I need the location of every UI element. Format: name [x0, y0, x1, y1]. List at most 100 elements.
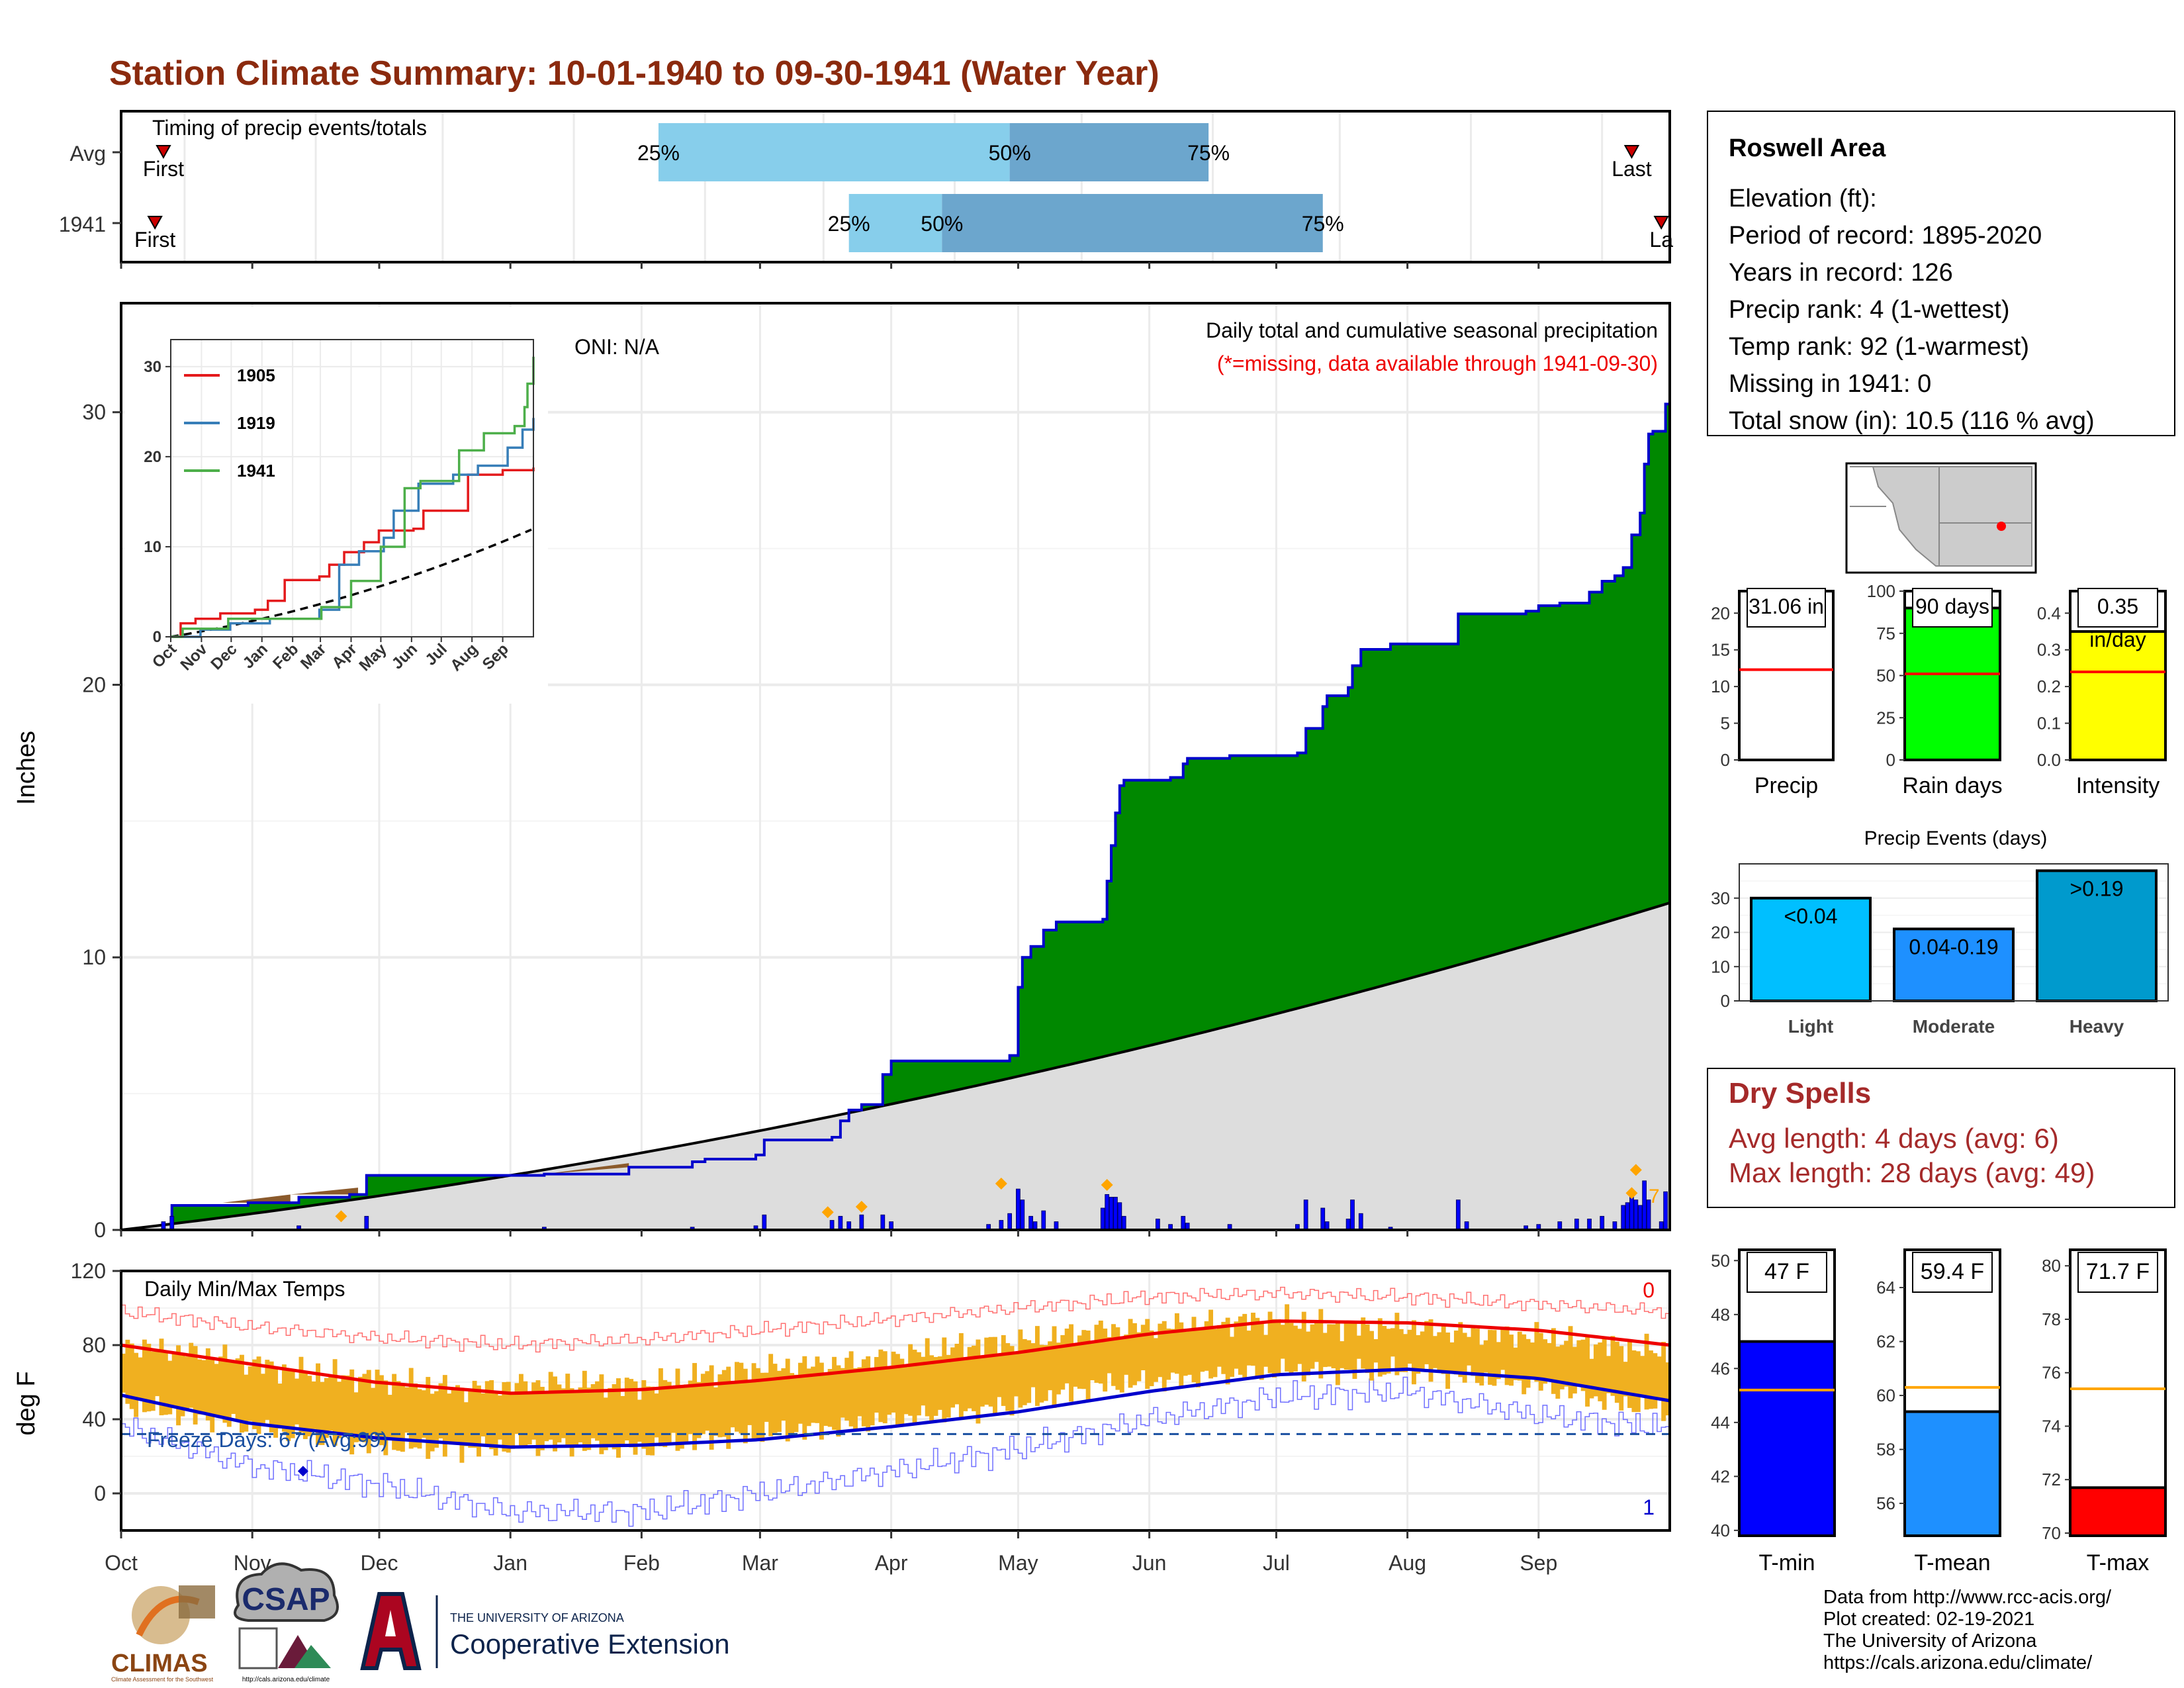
mini-bar-tick-label: 20 [1711, 603, 1730, 623]
daily-temp-bar [1018, 1329, 1023, 1408]
precip-events-chart: Precip Events (days) <0.04 Light 0.04-0.19… [1711, 827, 2169, 1037]
daily-temp-bar [1534, 1322, 1539, 1382]
daily-temp-bar [1649, 1350, 1653, 1409]
avg-max-temp-line [120, 1319, 1670, 1395]
temp-y-tick-label: 120 [71, 1259, 106, 1283]
daily-temp-bar [1204, 1321, 1209, 1371]
daily-temp-bar [624, 1378, 629, 1440]
temp-bar-tick-label: 60 [1876, 1385, 1895, 1405]
mini-bar-tick-label: 0.2 [2037, 677, 2061, 696]
daily-temp-bar [827, 1369, 833, 1427]
daily-precip-bar [1100, 1207, 1105, 1231]
page-title: Station Climate Summary: 10-01-1940 to 0… [109, 54, 1160, 93]
station-line: Total snow (in): 10.5 (116 % avg) [1729, 407, 2095, 435]
temp-bar-tick-label: 78 [2042, 1309, 2061, 1329]
temp-bar-tick-label: 42 [1711, 1466, 1730, 1486]
ua-logo-top: THE UNIVERSITY OF ARIZONA [450, 1611, 624, 1624]
daily-temp-bar [684, 1384, 689, 1445]
timing-row-label-avg: Avg [69, 142, 106, 165]
daily-temp-bar [1462, 1333, 1467, 1383]
freeze-marker [297, 1466, 308, 1477]
temp-bar-value-label: 47 F [1764, 1259, 1809, 1284]
daily-temp-bar [730, 1380, 735, 1428]
daily-temp-bar [163, 1351, 168, 1415]
daily-temp-bar [498, 1395, 502, 1440]
daily-precip-bar [169, 1215, 175, 1231]
temp-y-axis: 0 40 80 120 [71, 1259, 121, 1505]
mini-bar-unit-label: in/day [2089, 628, 2146, 651]
daily-temp-bar [548, 1372, 553, 1440]
daily-temp-bar [1094, 1325, 1099, 1383]
cumulative-precip-line [121, 382, 1671, 1231]
timing-bar-q50-q75 [1009, 123, 1209, 181]
daily-temp-bar [776, 1370, 782, 1432]
daily-temp-bar [535, 1380, 541, 1456]
daily-temp-bar [1390, 1328, 1395, 1357]
mini-bar-value-label: 0.35 [2097, 594, 2138, 618]
inset-series-line-1905 [171, 467, 535, 638]
events-plot: <0.04 Light 0.04-0.19 Moderate >0.19 Heavy 0 10… [1711, 863, 2169, 1037]
daily-temp-bar [392, 1374, 397, 1450]
daily-temp-bar [1483, 1340, 1488, 1373]
credit-line: https://cals.arizona.edu/climate/ [1823, 1652, 2093, 1673]
daily-temp-bar [937, 1356, 942, 1410]
mini-bar-rain-days: 90 days 0 25 50 75 100 Rain days [1867, 581, 2003, 798]
daily-temp-bar [1657, 1356, 1662, 1400]
month-tick-label: Jan [493, 1551, 527, 1575]
daily-temp-bar [1267, 1311, 1273, 1374]
last-event-marker [1623, 145, 1640, 160]
daily-temp-bar [1251, 1313, 1255, 1366]
temp-count-bottom: 1 [1643, 1495, 1655, 1519]
temp-bar-tick-label: 40 [1711, 1521, 1730, 1540]
temp-bar-t-max: 71.7 F 70 72 74 76 78 80 T-max [2042, 1248, 2167, 1575]
daily-temp-bar [908, 1344, 913, 1416]
daily-temp-bar [1208, 1309, 1214, 1379]
daily-temp-bar [1458, 1322, 1463, 1378]
daily-temp-bar [451, 1389, 456, 1444]
daily-temp-bar [205, 1348, 210, 1421]
daily-temp-bar [637, 1399, 642, 1442]
daily-precip-bar [1600, 1215, 1605, 1231]
station-info-box: Roswell Area Elevation (ft): Period of r… [1707, 111, 2175, 436]
daily-temp-bar [1420, 1331, 1425, 1370]
daily-temp-bar [620, 1395, 625, 1444]
month-tick-label: Apr [875, 1551, 908, 1575]
daily-temp-bar [1492, 1330, 1497, 1386]
temp-bar-t-mean: 59.4 F 56 58 60 62 64 T-mean [1876, 1248, 2001, 1575]
events-tick-label: 0 [1721, 991, 1730, 1011]
oni-label: ONI: N/A [574, 335, 660, 359]
timing-bar-q50-q75 [942, 194, 1323, 252]
station-line: Temp rank: 92 (1-warmest) [1729, 333, 2029, 361]
credit-line: Data from http://www.rcc-acis.org/ [1823, 1587, 2112, 1608]
temp-bar-tick-label: 58 [1876, 1440, 1895, 1460]
daily-temp-bar [404, 1387, 410, 1433]
daily-temp-bar [1340, 1341, 1345, 1368]
daily-temp-bar [1488, 1329, 1492, 1385]
daily-temp-bar [260, 1374, 265, 1425]
inset-avg-line [170, 528, 532, 638]
daily-temp-bar [489, 1380, 494, 1450]
daily-temp-bar [1619, 1346, 1624, 1411]
temp-y-label: deg F [13, 1371, 40, 1435]
daily-temp-bar [417, 1389, 422, 1449]
daily-temp-bar [1614, 1341, 1619, 1403]
events-bar-moderate [1893, 927, 2015, 1002]
daily-temp-bar [1441, 1325, 1446, 1374]
daily-temp-bar [616, 1378, 621, 1458]
daily-temp-bar [1343, 1323, 1349, 1370]
daily-temp-bar [1128, 1319, 1133, 1388]
daily-temp-bar [468, 1389, 473, 1448]
daily-temp-bar [1576, 1340, 1582, 1387]
daily-temp-bar [916, 1352, 921, 1416]
daily-temp-bar [696, 1382, 702, 1438]
record-marker [995, 1178, 1007, 1190]
mini-bar-tick-label: 75 [1876, 624, 1895, 643]
daily-temp-bar [1149, 1330, 1154, 1387]
daily-temp-bar [316, 1363, 320, 1445]
daily-temp-bar [713, 1387, 718, 1436]
daily-temp-bar [1382, 1326, 1387, 1375]
daily-temp-bar [958, 1333, 964, 1419]
daily-temp-bar [595, 1381, 600, 1441]
